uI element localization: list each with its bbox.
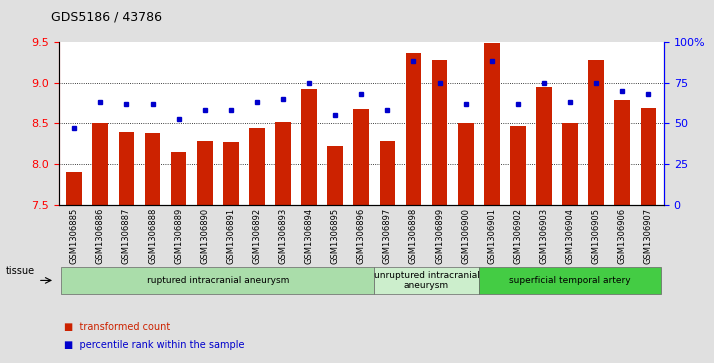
Bar: [536, 87, 552, 205]
Bar: [275, 122, 291, 205]
Bar: [640, 108, 656, 205]
Bar: [66, 172, 82, 205]
Bar: [353, 109, 369, 205]
Bar: [327, 146, 343, 205]
Bar: [562, 123, 578, 205]
Bar: [406, 53, 421, 205]
Bar: [301, 89, 317, 205]
Bar: [197, 142, 213, 205]
Bar: [223, 142, 238, 205]
Bar: [380, 142, 396, 205]
Bar: [458, 123, 473, 205]
Bar: [249, 129, 265, 205]
Bar: [119, 132, 134, 205]
Bar: [484, 44, 500, 205]
Bar: [510, 126, 526, 205]
Text: ■  percentile rank within the sample: ■ percentile rank within the sample: [64, 340, 245, 350]
Bar: [145, 133, 161, 205]
Bar: [93, 123, 108, 205]
Text: unruptured intracranial
aneurysm: unruptured intracranial aneurysm: [373, 271, 480, 290]
Text: ■  transformed count: ■ transformed count: [64, 322, 171, 332]
Text: tissue: tissue: [6, 266, 35, 276]
Text: GDS5186 / 43786: GDS5186 / 43786: [51, 11, 162, 24]
Text: ruptured intracranial aneurysm: ruptured intracranial aneurysm: [146, 276, 289, 285]
Bar: [615, 100, 630, 205]
Text: superficial temporal artery: superficial temporal artery: [509, 276, 631, 285]
Bar: [171, 152, 186, 205]
Bar: [588, 60, 604, 205]
Bar: [432, 60, 448, 205]
